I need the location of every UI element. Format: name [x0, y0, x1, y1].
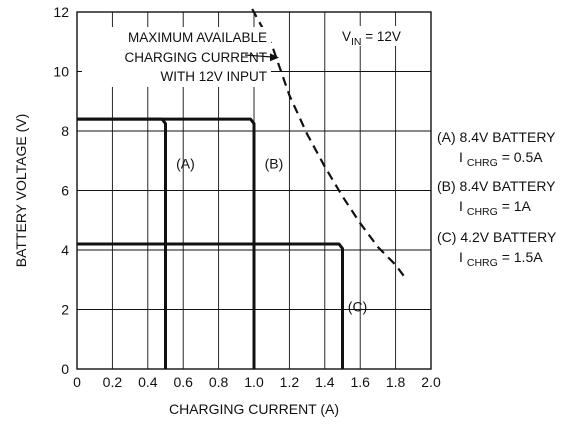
curve-label: (B) — [265, 156, 284, 172]
legend-b-value: = 1A — [498, 198, 532, 214]
curve-label: (C) — [348, 299, 367, 315]
x-tick-label: 2.0 — [421, 374, 441, 390]
x-tick-label: 1.2 — [280, 374, 300, 390]
legend-a-sub: CHRG — [467, 157, 498, 169]
curve-label: (A) — [176, 156, 195, 172]
legend-c-current: I CHRG = 1.5A — [459, 249, 543, 269]
max-current-curve — [251, 8, 406, 278]
x-tick-label: 0 — [73, 374, 81, 390]
y-tick-label: 10 — [53, 64, 69, 80]
annotation-background — [82, 27, 271, 87]
x-tick-label: 1.8 — [386, 374, 406, 390]
vin-subscript: IN — [351, 36, 362, 48]
series-line-b — [77, 117, 256, 369]
series-line-c — [77, 242, 344, 369]
y-tick-label: 8 — [61, 123, 69, 139]
x-tick-label: 0.6 — [173, 374, 193, 390]
legend-b-current: I CHRG = 1A — [459, 198, 532, 218]
annotation-arrow — [244, 54, 273, 58]
y-tick-label: 12 — [53, 4, 69, 20]
x-tick-label: 0.2 — [103, 374, 123, 390]
y-tick-label: 2 — [61, 302, 69, 318]
x-tick-label: 0.4 — [138, 374, 158, 390]
annotation-line-3: WITH 12V INPUT — [160, 69, 267, 84]
legend-a-title: (A) 8.4V BATTERY — [437, 129, 556, 145]
y-axis-label: BATTERY VOLTAGE (V) — [13, 114, 29, 268]
curve-labels: (A) (B) (C) — [176, 156, 367, 315]
legend-c-sub: CHRG — [467, 257, 498, 269]
legend-b-title: (B) 8.4V BATTERY — [437, 178, 556, 194]
legend-b-i: I — [459, 198, 463, 214]
x-tick-label: 1.4 — [315, 374, 335, 390]
input-voltage-label: VIN = 12V — [342, 29, 401, 48]
legend-c-i: I — [459, 249, 463, 265]
y-tick-label: 6 — [61, 183, 69, 199]
x-tick-label: 0.8 — [209, 374, 229, 390]
y-tick-label: 4 — [61, 242, 69, 258]
vin-main: V — [342, 29, 351, 44]
legend-a-value: = 0.5A — [498, 149, 543, 165]
annotation-line-2: CHARGING CURRENT — [124, 50, 267, 65]
annotation-line-1: MAXIMUM AVAILABLE — [128, 30, 267, 45]
legend-b-sub: CHRG — [467, 206, 498, 218]
annotation-arrowhead — [270, 53, 279, 62]
y-tick-label: 0 — [61, 361, 69, 377]
vin-value: = 12V — [362, 29, 401, 44]
series-group — [77, 8, 406, 369]
x-axis-label: CHARGING CURRENT (A) — [169, 401, 339, 417]
x-tick-label: 1.6 — [350, 374, 370, 390]
x-tick-labels: 0 0.2 0.4 0.6 0.8 1.0 1.2 1.4 1.6 1.8 2.0 — [73, 374, 441, 390]
legend-a-i: I — [459, 149, 463, 165]
legend-c-value: = 1.5A — [498, 249, 543, 265]
legend-a-current: I CHRG = 0.5A — [459, 149, 543, 169]
legend: (A) 8.4V BATTERY I CHRG = 0.5A (B) 8.4V B… — [437, 129, 557, 269]
vin-background — [338, 26, 416, 46]
y-tick-labels: 0 2 4 6 8 10 12 — [53, 4, 69, 377]
legend-c-title: (C) 4.2V BATTERY — [437, 229, 557, 245]
max-current-annotation: MAXIMUM AVAILABLE CHARGING CURRENT WITH … — [124, 30, 267, 84]
x-tick-label: 1.0 — [244, 374, 264, 390]
